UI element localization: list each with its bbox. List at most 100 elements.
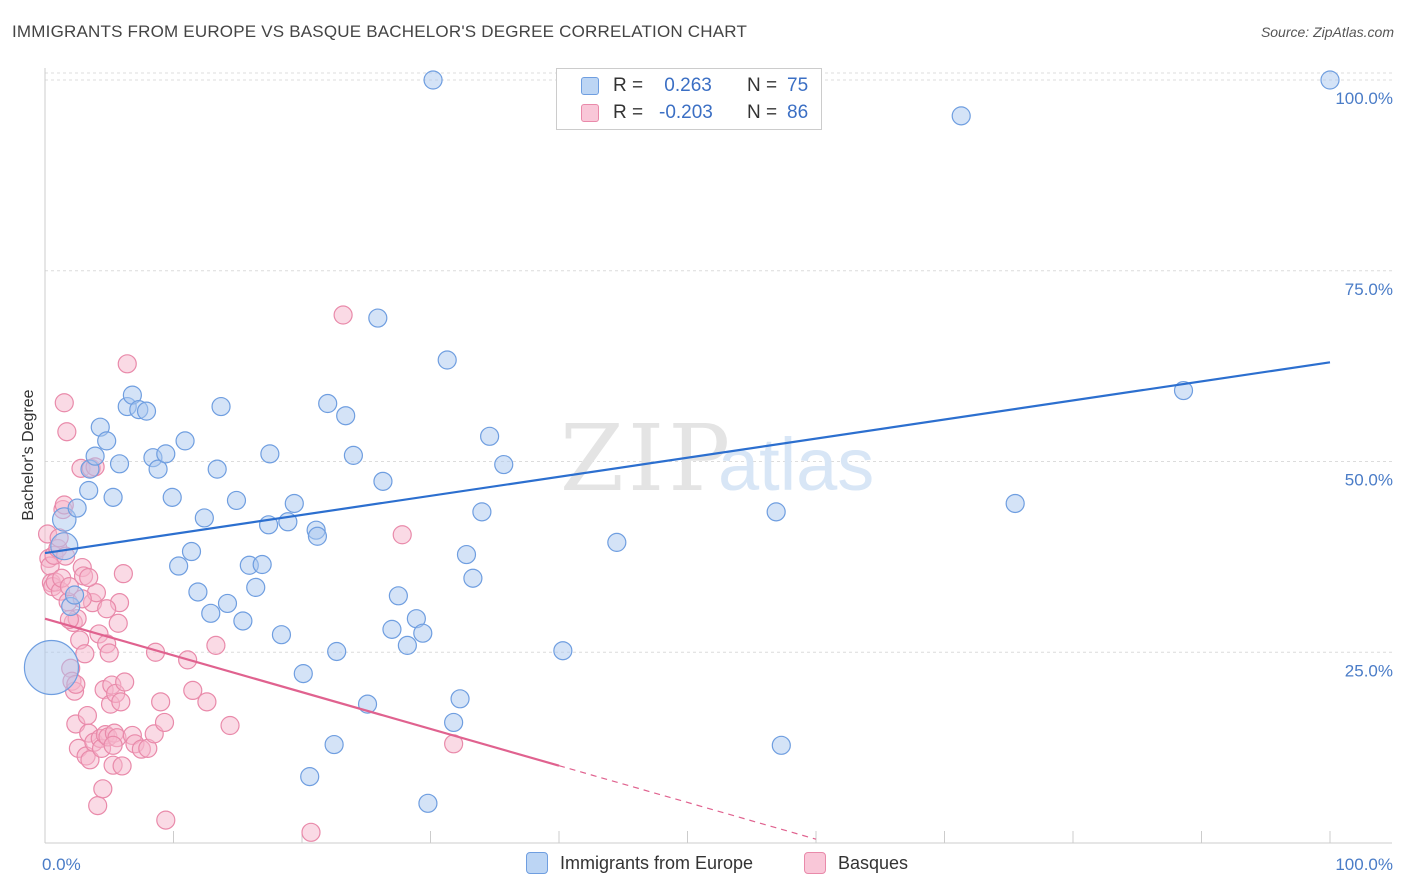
europe-point — [211, 396, 231, 417]
series-legend: Immigrants from Europe Basques — [0, 852, 1406, 878]
europe-point — [156, 444, 176, 464]
europe-point — [194, 508, 214, 528]
europe-point — [246, 577, 266, 597]
europe-point — [23, 639, 80, 696]
basques-point — [197, 692, 217, 712]
y-tick-label: 75.0% — [1345, 280, 1393, 299]
x-tick-label-min: 0.0% — [42, 855, 81, 874]
europe-point — [136, 401, 157, 421]
europe-point — [169, 556, 189, 576]
watermark: ZIP atlas — [560, 405, 874, 512]
europe-point — [444, 712, 464, 733]
legend-r-value: -0.203 — [659, 102, 713, 123]
watermark-zip: ZIP — [560, 405, 734, 512]
europe-trend-line — [44, 361, 1331, 555]
trend-lines — [44, 361, 1331, 840]
europe-point — [307, 526, 328, 546]
legend-r-value: 0.263 — [659, 75, 712, 96]
europe-point — [79, 480, 99, 501]
europe-point — [437, 350, 457, 370]
legend-swatch-pink — [581, 104, 599, 122]
europe-point — [463, 568, 483, 588]
europe-point — [233, 611, 253, 631]
source-credit: Source: ZipAtlas.com — [1260, 24, 1394, 40]
legend-row-europe: R = 0.263 N = 75 — [581, 74, 808, 98]
y-tick-label: 100.0% — [1335, 89, 1393, 108]
basques-point — [97, 599, 117, 619]
europe-point — [201, 603, 221, 623]
europe-point — [472, 502, 492, 522]
basques-point — [156, 810, 176, 830]
europe-point — [67, 498, 87, 518]
europe-point — [252, 554, 272, 575]
legend-n-value: 86 — [787, 102, 809, 123]
basques-point — [154, 712, 175, 733]
europe-point — [480, 426, 500, 446]
basques-point — [54, 393, 74, 413]
basques-point — [301, 822, 321, 842]
europe-point — [423, 70, 443, 90]
europe-point — [97, 431, 117, 451]
europe-point — [271, 625, 292, 645]
basques-point — [206, 635, 226, 655]
europe-point — [327, 641, 347, 662]
stats-legend: R = 0.263 N = 75 R = -0.203 N = 86 — [556, 68, 822, 130]
basques-point — [88, 796, 108, 816]
series-legend-basques: Basques — [804, 852, 908, 874]
basques-point — [115, 672, 135, 692]
europe-point — [771, 735, 791, 755]
series-swatch-blue — [526, 852, 548, 874]
basques-point — [111, 692, 131, 712]
legend-r-label: R = — [613, 102, 644, 123]
europe-point — [188, 582, 208, 602]
europe-point — [1320, 70, 1340, 90]
axes — [44, 68, 1392, 844]
chart-title: IMMIGRANTS FROM EUROPE VS BASQUE BACHELO… — [12, 22, 748, 41]
europe-point — [226, 490, 247, 511]
basques-point — [103, 735, 123, 755]
basques-point — [117, 354, 137, 374]
europe-point — [382, 619, 402, 639]
basques-point — [113, 564, 133, 584]
legend-n-label: N = — [747, 75, 778, 96]
europe-point — [148, 459, 168, 479]
basques-point — [183, 680, 203, 701]
europe-point — [388, 586, 408, 606]
europe-point — [1173, 380, 1194, 401]
europe-point — [494, 454, 514, 475]
europe-point — [368, 308, 388, 328]
europe-point — [343, 445, 363, 465]
europe-point — [50, 532, 79, 561]
basques-point — [220, 715, 240, 736]
basques-point — [112, 756, 132, 776]
legend-swatch-blue — [581, 77, 599, 95]
basques-point — [392, 525, 412, 545]
basques-point — [79, 567, 99, 588]
y-tick-label: 25.0% — [1345, 661, 1393, 680]
europe-point — [1005, 493, 1025, 514]
europe-point — [553, 641, 573, 661]
y-axis-label: Bachelor's Degree — [20, 389, 37, 520]
europe-point — [217, 593, 238, 614]
europe-point — [951, 106, 971, 126]
europe-point — [284, 493, 304, 514]
europe-point — [300, 767, 320, 787]
legend-n-label: N = — [747, 102, 778, 123]
basques-point — [108, 613, 128, 633]
europe-point — [373, 471, 393, 491]
europe-point — [318, 393, 338, 414]
europe-point — [175, 431, 195, 451]
basques-trend-extension — [558, 765, 817, 840]
europe-point — [207, 459, 227, 479]
x-tick-label-max: 100.0% — [1335, 855, 1393, 874]
europe-point — [162, 487, 182, 507]
series-swatch-pink — [804, 852, 826, 874]
basques-point — [75, 644, 95, 664]
europe-point — [293, 664, 313, 684]
europe-point — [397, 635, 417, 655]
europe-point — [64, 585, 85, 605]
basques-point — [333, 305, 353, 325]
y-tick-label: 50.0% — [1345, 471, 1393, 490]
basques-point — [99, 643, 119, 663]
series-label-europe: Immigrants from Europe — [560, 852, 754, 873]
